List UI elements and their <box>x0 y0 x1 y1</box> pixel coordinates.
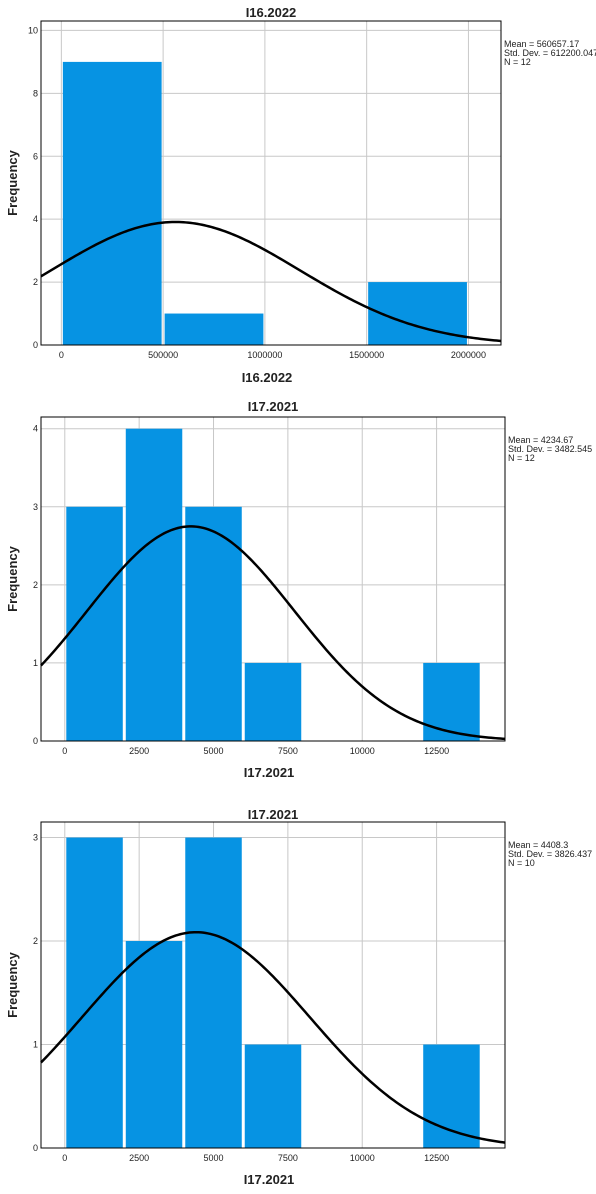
x-tick-label: 10000 <box>350 1153 375 1163</box>
x-tick-label: 2500 <box>129 1153 149 1163</box>
stats-line: Mean = 4234.67 <box>508 435 573 445</box>
histogram-bar <box>62 61 162 346</box>
x-tick-label: 12500 <box>424 1153 449 1163</box>
y-axis-label: Frequency <box>5 951 20 1018</box>
plot-border <box>40 821 506 1149</box>
normal-curve <box>40 930 506 1144</box>
histogram-bar <box>244 1044 302 1148</box>
plot-border <box>40 20 502 346</box>
x-tick-label: 12500 <box>424 746 449 756</box>
y-tick-label: 2 <box>33 936 38 946</box>
y-axis-label: Frequency <box>5 545 20 612</box>
y-tick-label: 6 <box>33 151 38 161</box>
y-tick-label: 2 <box>33 580 38 590</box>
histogram-bar <box>185 506 242 741</box>
histogram-bar <box>66 506 123 741</box>
x-axis-label: I17.2021 <box>244 765 295 780</box>
x-tick-label: 7500 <box>278 1153 298 1163</box>
chart-title: I17.2021 <box>248 807 299 822</box>
y-tick-label: 1 <box>33 1040 38 1050</box>
x-tick-label: 0 <box>59 350 64 360</box>
stats-line: N = 12 <box>504 57 531 67</box>
histogram-chart-1: 0 500000 1000000 1500000 2000000 0 2 4 6 8 10 I16.2… <box>5 5 596 385</box>
histogram-bar <box>423 662 480 741</box>
histogram-bar <box>423 1044 480 1148</box>
stats-line: N = 12 <box>508 453 535 463</box>
y-tick-label: 1 <box>33 658 38 668</box>
x-tick-label: 2500 <box>129 746 149 756</box>
histogram-bar <box>244 662 302 741</box>
normal-curve <box>40 220 502 343</box>
histogram-chart-3: 0 2500 5000 7500 10000 12500 0 1 2 3 I17.2021 I17.2… <box>5 807 592 1187</box>
x-tick-label: 1000000 <box>247 350 282 360</box>
y-tick-label: 0 <box>33 340 38 350</box>
y-tick-label: 2 <box>33 277 38 287</box>
stats-line: Mean = 560657.17 <box>504 39 579 49</box>
stats-line: Std. Dev. = 3826.437 <box>508 849 592 859</box>
chart-title: I17.2021 <box>248 399 299 414</box>
x-tick-label: 7500 <box>278 746 298 756</box>
x-tick-label: 5000 <box>203 1153 223 1163</box>
x-tick-label: 0 <box>62 1153 67 1163</box>
y-tick-label: 0 <box>33 736 38 746</box>
stats-line: Mean = 4408.3 <box>508 840 568 850</box>
stats-line: Std. Dev. = 3482.545 <box>508 444 592 454</box>
histogram-bar <box>125 428 183 741</box>
plot-border <box>40 416 506 742</box>
x-axis-label: I17.2021 <box>244 1172 295 1187</box>
y-tick-label: 0 <box>33 1143 38 1153</box>
x-tick-label: 1500000 <box>349 350 384 360</box>
x-axis-label: I16.2022 <box>242 370 293 385</box>
histogram-bar <box>66 837 123 1148</box>
y-axis-label: Frequency <box>5 149 20 216</box>
y-tick-label: 8 <box>33 88 38 98</box>
stats-line: N = 10 <box>508 858 535 868</box>
histogram-bar <box>185 837 242 1148</box>
y-tick-label: 10 <box>28 25 38 35</box>
stats-line: Std. Dev. = 612200.047 <box>504 48 596 58</box>
histogram-bar <box>125 941 183 1148</box>
y-tick-label: 3 <box>33 502 38 512</box>
x-tick-label: 5000 <box>203 746 223 756</box>
x-tick-label: 10000 <box>350 746 375 756</box>
histogram-bar <box>164 313 264 345</box>
y-tick-label: 4 <box>33 424 38 434</box>
x-tick-label: 500000 <box>148 350 178 360</box>
y-tick-label: 4 <box>33 214 38 224</box>
normal-curve <box>40 525 506 741</box>
histogram-chart-2: 0 2500 5000 7500 10000 12500 0 1 2 3 4 I17.2021 I17.… <box>5 399 592 780</box>
y-tick-label: 3 <box>33 833 38 843</box>
x-tick-label: 2000000 <box>451 350 486 360</box>
chart-title: I16.2022 <box>246 5 297 20</box>
x-tick-label: 0 <box>62 746 67 756</box>
